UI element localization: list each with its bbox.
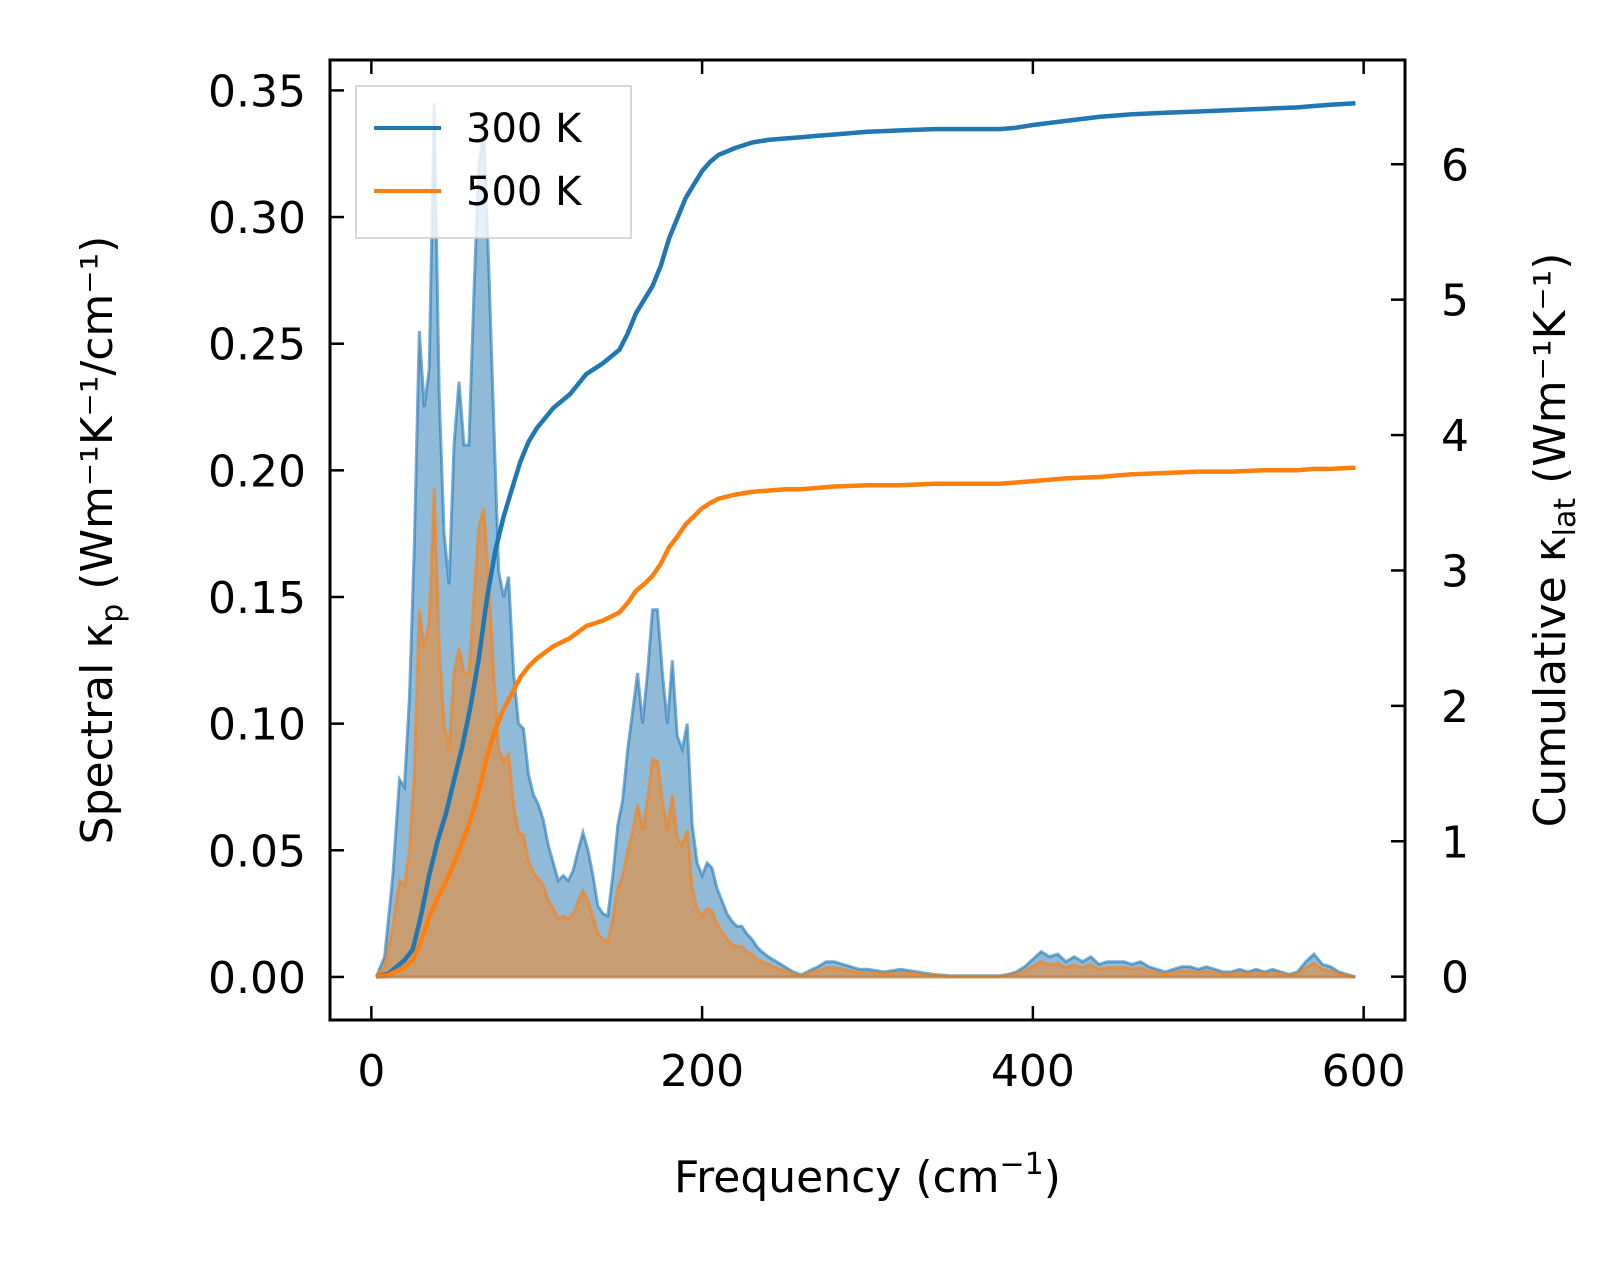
y-left-tick-label: 0.15 [208,573,306,624]
y-right-tick-label: 3 [1441,546,1469,597]
y-right-tick-label: 2 [1441,682,1469,733]
x-axis-ticks: 0 200 400 600 [357,60,1406,1097]
y-right-tick-label: 0 [1441,953,1469,1004]
legend-label-300k: 300 K [466,106,583,152]
y-left-axis-title: Spectral κp (Wm⁻¹K⁻¹/cm⁻¹) [72,236,130,845]
y-right-tick-label: 5 [1441,276,1469,327]
y-left-tick-label: 0.00 [208,953,306,1004]
cumulative-line-0 [375,101,1356,979]
x-tick-label: 0 [357,1046,385,1097]
legend-label-500k: 500 K [466,169,583,215]
spectral-area-1 [376,488,1356,977]
x-tick-label: 200 [660,1046,744,1097]
x-tick-label: 600 [1322,1046,1406,1097]
y-right-tick-label: 4 [1441,411,1469,462]
y-left-tick-label: 0.35 [208,66,306,117]
y-right-axis-title: Cumulative κlat (Wm⁻¹K⁻¹) [1525,253,1583,828]
y-right-tick-label: 1 [1441,817,1469,868]
y-left-tick-label: 0.05 [208,826,306,877]
cumulative-line-1 [376,465,1356,979]
plot-frame [328,58,1407,1022]
y-right-tick-label: 6 [1441,140,1469,191]
spectral-line-1 [375,488,1356,979]
y-left-tick-label: 0.10 [208,700,306,751]
y-left-tick-label: 0.25 [208,320,306,371]
y-left-tick-label: 0.30 [208,193,306,244]
x-axis-title: Frequency (cm−1) [674,1147,1061,1203]
y-right-axis-ticks: 0 1 2 3 4 5 6 [1391,140,1469,1004]
x-tick-label: 400 [991,1046,1075,1097]
spectral-line-0 [374,103,1356,979]
spectral-areas [374,103,1356,979]
y-left-axis-ticks: 0.00 0.05 0.10 0.15 0.20 0.25 0.30 0.35 [208,66,344,1004]
legend-box [355,85,632,239]
cumulative-lines [375,101,1356,979]
legend: 300 K 500 K [355,85,632,239]
y-left-tick-label: 0.20 [208,446,306,497]
